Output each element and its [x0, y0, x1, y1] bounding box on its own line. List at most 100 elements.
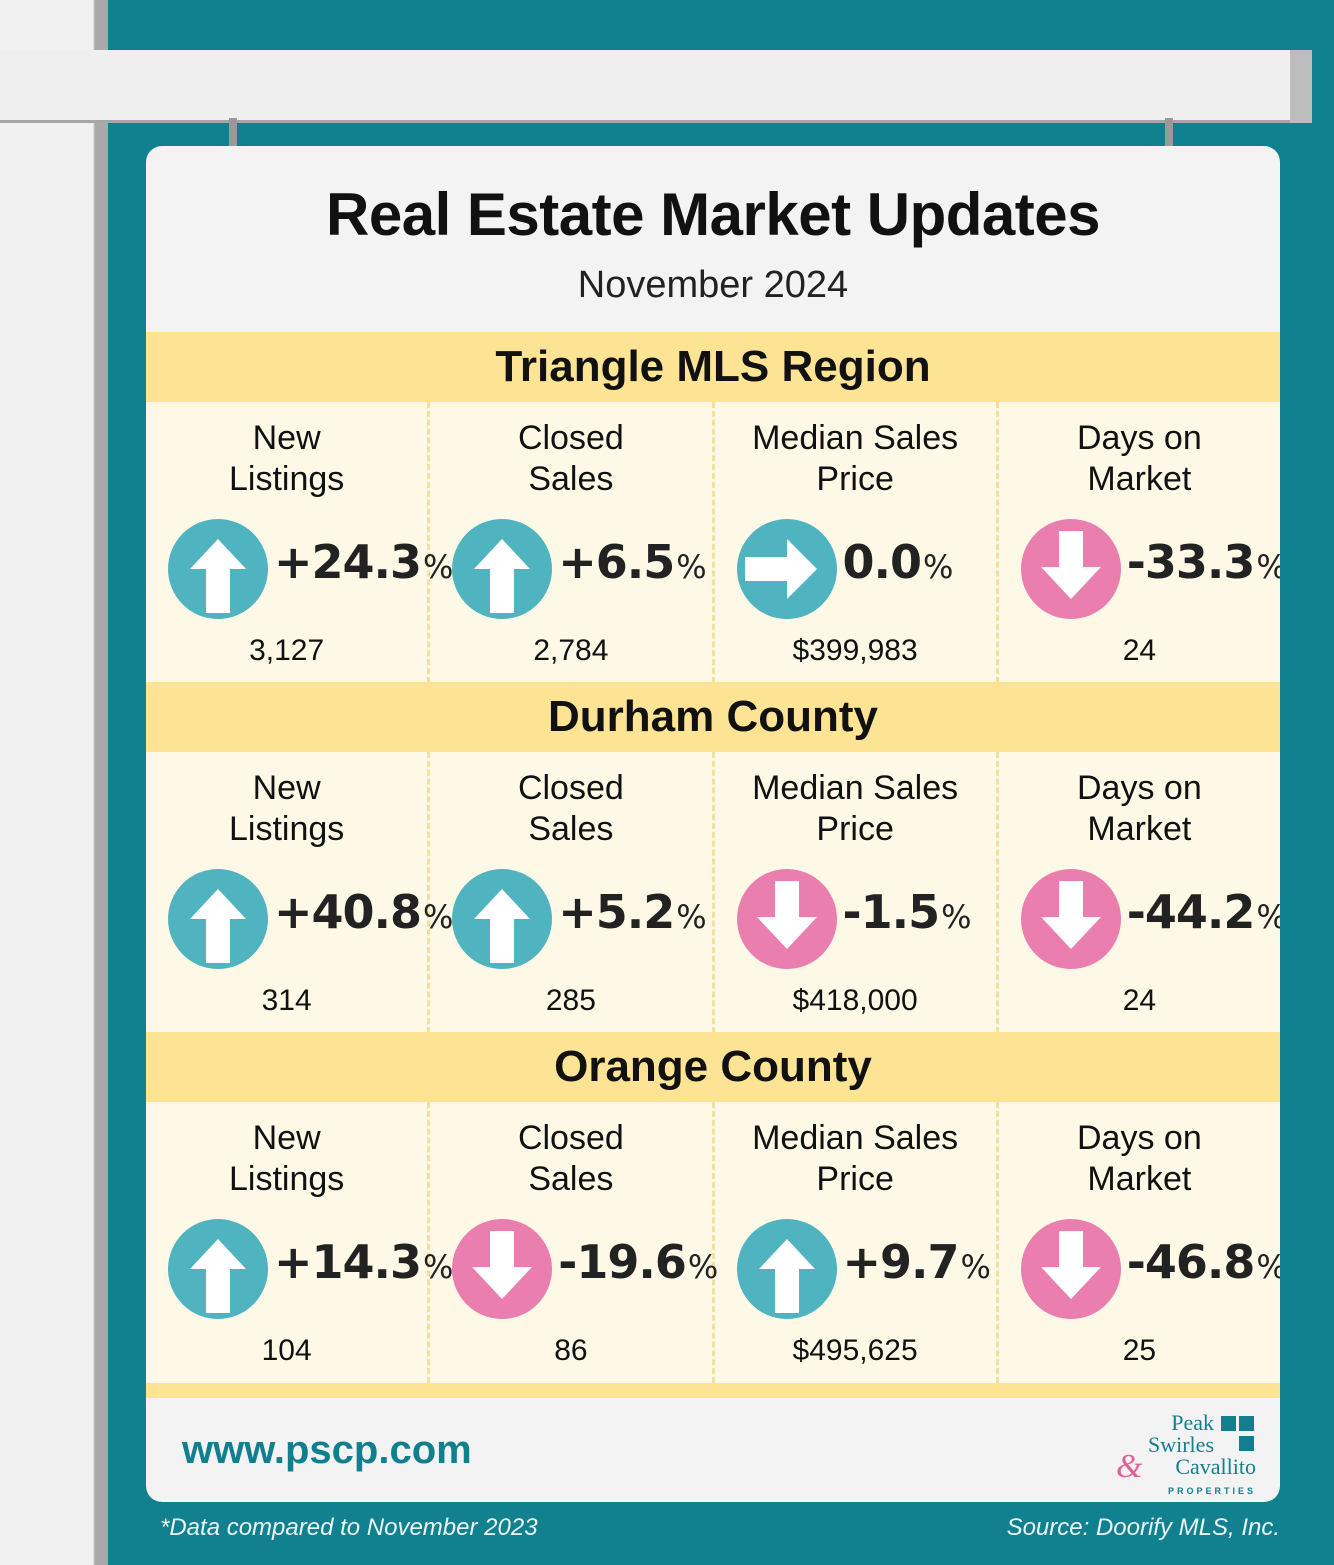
metric-label: Days on Market	[1077, 419, 1202, 498]
percent-sign: %	[960, 1248, 991, 1286]
website-link[interactable]: www.pscp.com	[182, 1428, 472, 1472]
percent-change: +24.3%	[274, 535, 453, 589]
comparison-note: *Data compared to November 2023	[160, 1514, 538, 1541]
change-number: -46.8	[1126, 1235, 1256, 1289]
metric-value: 25	[1122, 1334, 1157, 1367]
arrow-down-icon	[1019, 517, 1123, 621]
metric-value: $399,983	[792, 634, 918, 667]
percent-change: -19.6%	[558, 1235, 718, 1289]
change-number: -44.2	[1126, 885, 1256, 939]
metrics-row: New Listings +40.8% 314 Closed Sales +5.2% 28…	[146, 752, 1280, 1033]
region-title: Durham County	[146, 682, 1280, 752]
change-number: -19.6	[558, 1235, 687, 1289]
percent-change: +6.5%	[558, 535, 706, 589]
metric-value: $495,625	[792, 1334, 918, 1367]
percent-change: +9.7%	[842, 1235, 991, 1289]
arrow-up-icon	[450, 517, 554, 621]
change-number: +9.7	[842, 1235, 960, 1289]
metric-label: Median Sales Price	[752, 419, 959, 498]
metric-label: New Listings	[228, 419, 345, 498]
metric-card: New Listings +24.3% 3,127	[146, 402, 453, 683]
arrow-right-icon	[735, 517, 839, 621]
arrow-down-icon	[450, 1217, 554, 1321]
metric-card: Median Sales Price +9.7% $495,625	[715, 1102, 999, 1383]
company-logo: Peak Swirles Cavallito & PROPERTIES	[1116, 1410, 1256, 1497]
logo-line-2: Swirles	[1148, 1432, 1214, 1457]
metric-card: Closed Sales +5.2% 285	[430, 752, 715, 1033]
metric-value: 3,127	[249, 634, 325, 667]
percent-change: -33.3%	[1127, 535, 1280, 589]
metric-card: New Listings +14.3% 104	[146, 1102, 453, 1383]
change-number: 0.0	[842, 535, 922, 589]
percent-sign: %	[676, 548, 706, 586]
metric-value: 86	[554, 1334, 588, 1367]
change-number: +6.5	[558, 535, 675, 589]
region-title: Orange County	[146, 1032, 1280, 1102]
change-number: +24.3	[274, 535, 422, 589]
arrow-up-icon	[166, 867, 270, 971]
change-number: -33.3	[1126, 535, 1256, 589]
percent-change: -1.5%	[842, 885, 972, 939]
metric-value: 285	[545, 984, 596, 1017]
percent-sign: %	[1256, 1248, 1280, 1286]
sign-crossbar	[0, 50, 1312, 123]
sign-panel: Real Estate Market Updates November 2024…	[146, 146, 1280, 1502]
arrow-down-icon	[1019, 867, 1123, 971]
percent-change: 0.0%	[842, 535, 954, 589]
metric-label: Closed Sales	[517, 419, 624, 498]
logo-square-icon	[1239, 1416, 1254, 1431]
logo-square-icon	[1221, 1416, 1236, 1431]
arrow-down-icon	[735, 867, 839, 971]
logo-square-icon	[1239, 1436, 1254, 1451]
logo-line-1: Peak	[1171, 1410, 1214, 1435]
percent-sign: %	[676, 898, 706, 936]
metric-card: Days on Market -44.2% 24	[999, 752, 1280, 1033]
logo-tagline: PROPERTIES	[1167, 1486, 1256, 1496]
metric-label: Median Sales Price	[752, 769, 959, 848]
change-number: +5.2	[558, 885, 675, 939]
metric-label: Days on Market	[1077, 1119, 1202, 1198]
metric-label: New Listings	[228, 1119, 345, 1198]
arrow-up-icon	[166, 517, 270, 621]
change-number: +14.3	[274, 1235, 422, 1289]
percent-change: -44.2%	[1127, 885, 1280, 939]
page-subtitle: November 2024	[577, 264, 849, 306]
metric-label: Closed Sales	[517, 769, 624, 848]
source-note: Source: Doorify MLS, Inc.	[1006, 1514, 1280, 1541]
percent-sign: %	[423, 898, 453, 936]
metric-label: Days on Market	[1077, 769, 1202, 848]
metric-value: $418,000	[792, 984, 918, 1017]
sign-post	[0, 0, 108, 1565]
change-number: -1.5	[842, 885, 941, 939]
metric-value: 314	[261, 984, 312, 1017]
arrow-down-icon	[1019, 1217, 1123, 1321]
page-title: Real Estate Market Updates	[326, 181, 1100, 248]
metrics-row: New Listings +24.3% 3,127 Closed Sales +6.5%…	[146, 402, 1280, 683]
metric-value: 104	[261, 1334, 312, 1367]
percent-change: -46.8%	[1127, 1235, 1280, 1289]
percent-sign: %	[941, 898, 971, 936]
metric-card: Closed Sales -19.6% 86	[430, 1102, 718, 1383]
arrow-up-icon	[166, 1217, 270, 1321]
metric-label: Median Sales Price	[752, 1119, 959, 1198]
metric-label: Closed Sales	[517, 1119, 624, 1198]
logo-ampersand: &	[1116, 1448, 1143, 1485]
percent-sign: %	[923, 548, 953, 586]
metric-card: Median Sales Price 0.0% $399,983	[715, 402, 999, 683]
percent-sign: %	[1256, 548, 1280, 586]
metric-value: 24	[1122, 984, 1157, 1017]
percent-sign: %	[423, 548, 453, 586]
percent-change: +5.2%	[558, 885, 706, 939]
region-section: Triangle MLS Region New Listings +24.3% 3,1…	[146, 332, 1280, 683]
metric-value: 2,784	[533, 634, 609, 667]
metric-card: Closed Sales +6.5% 2,784	[430, 402, 715, 683]
change-number: +40.8	[274, 885, 422, 939]
metrics-row: New Listings +14.3% 104 Closed Sales -19.6% 8…	[146, 1102, 1280, 1383]
percent-sign: %	[1256, 898, 1280, 936]
region-title: Triangle MLS Region	[146, 332, 1280, 402]
percent-change: +40.8%	[274, 885, 453, 939]
percent-sign: %	[423, 1248, 453, 1286]
metric-card: Days on Market -33.3% 24	[999, 402, 1280, 683]
region-section: Durham County New Listings +40.8% 314 Closed…	[146, 682, 1280, 1033]
percent-sign: %	[687, 1248, 718, 1286]
